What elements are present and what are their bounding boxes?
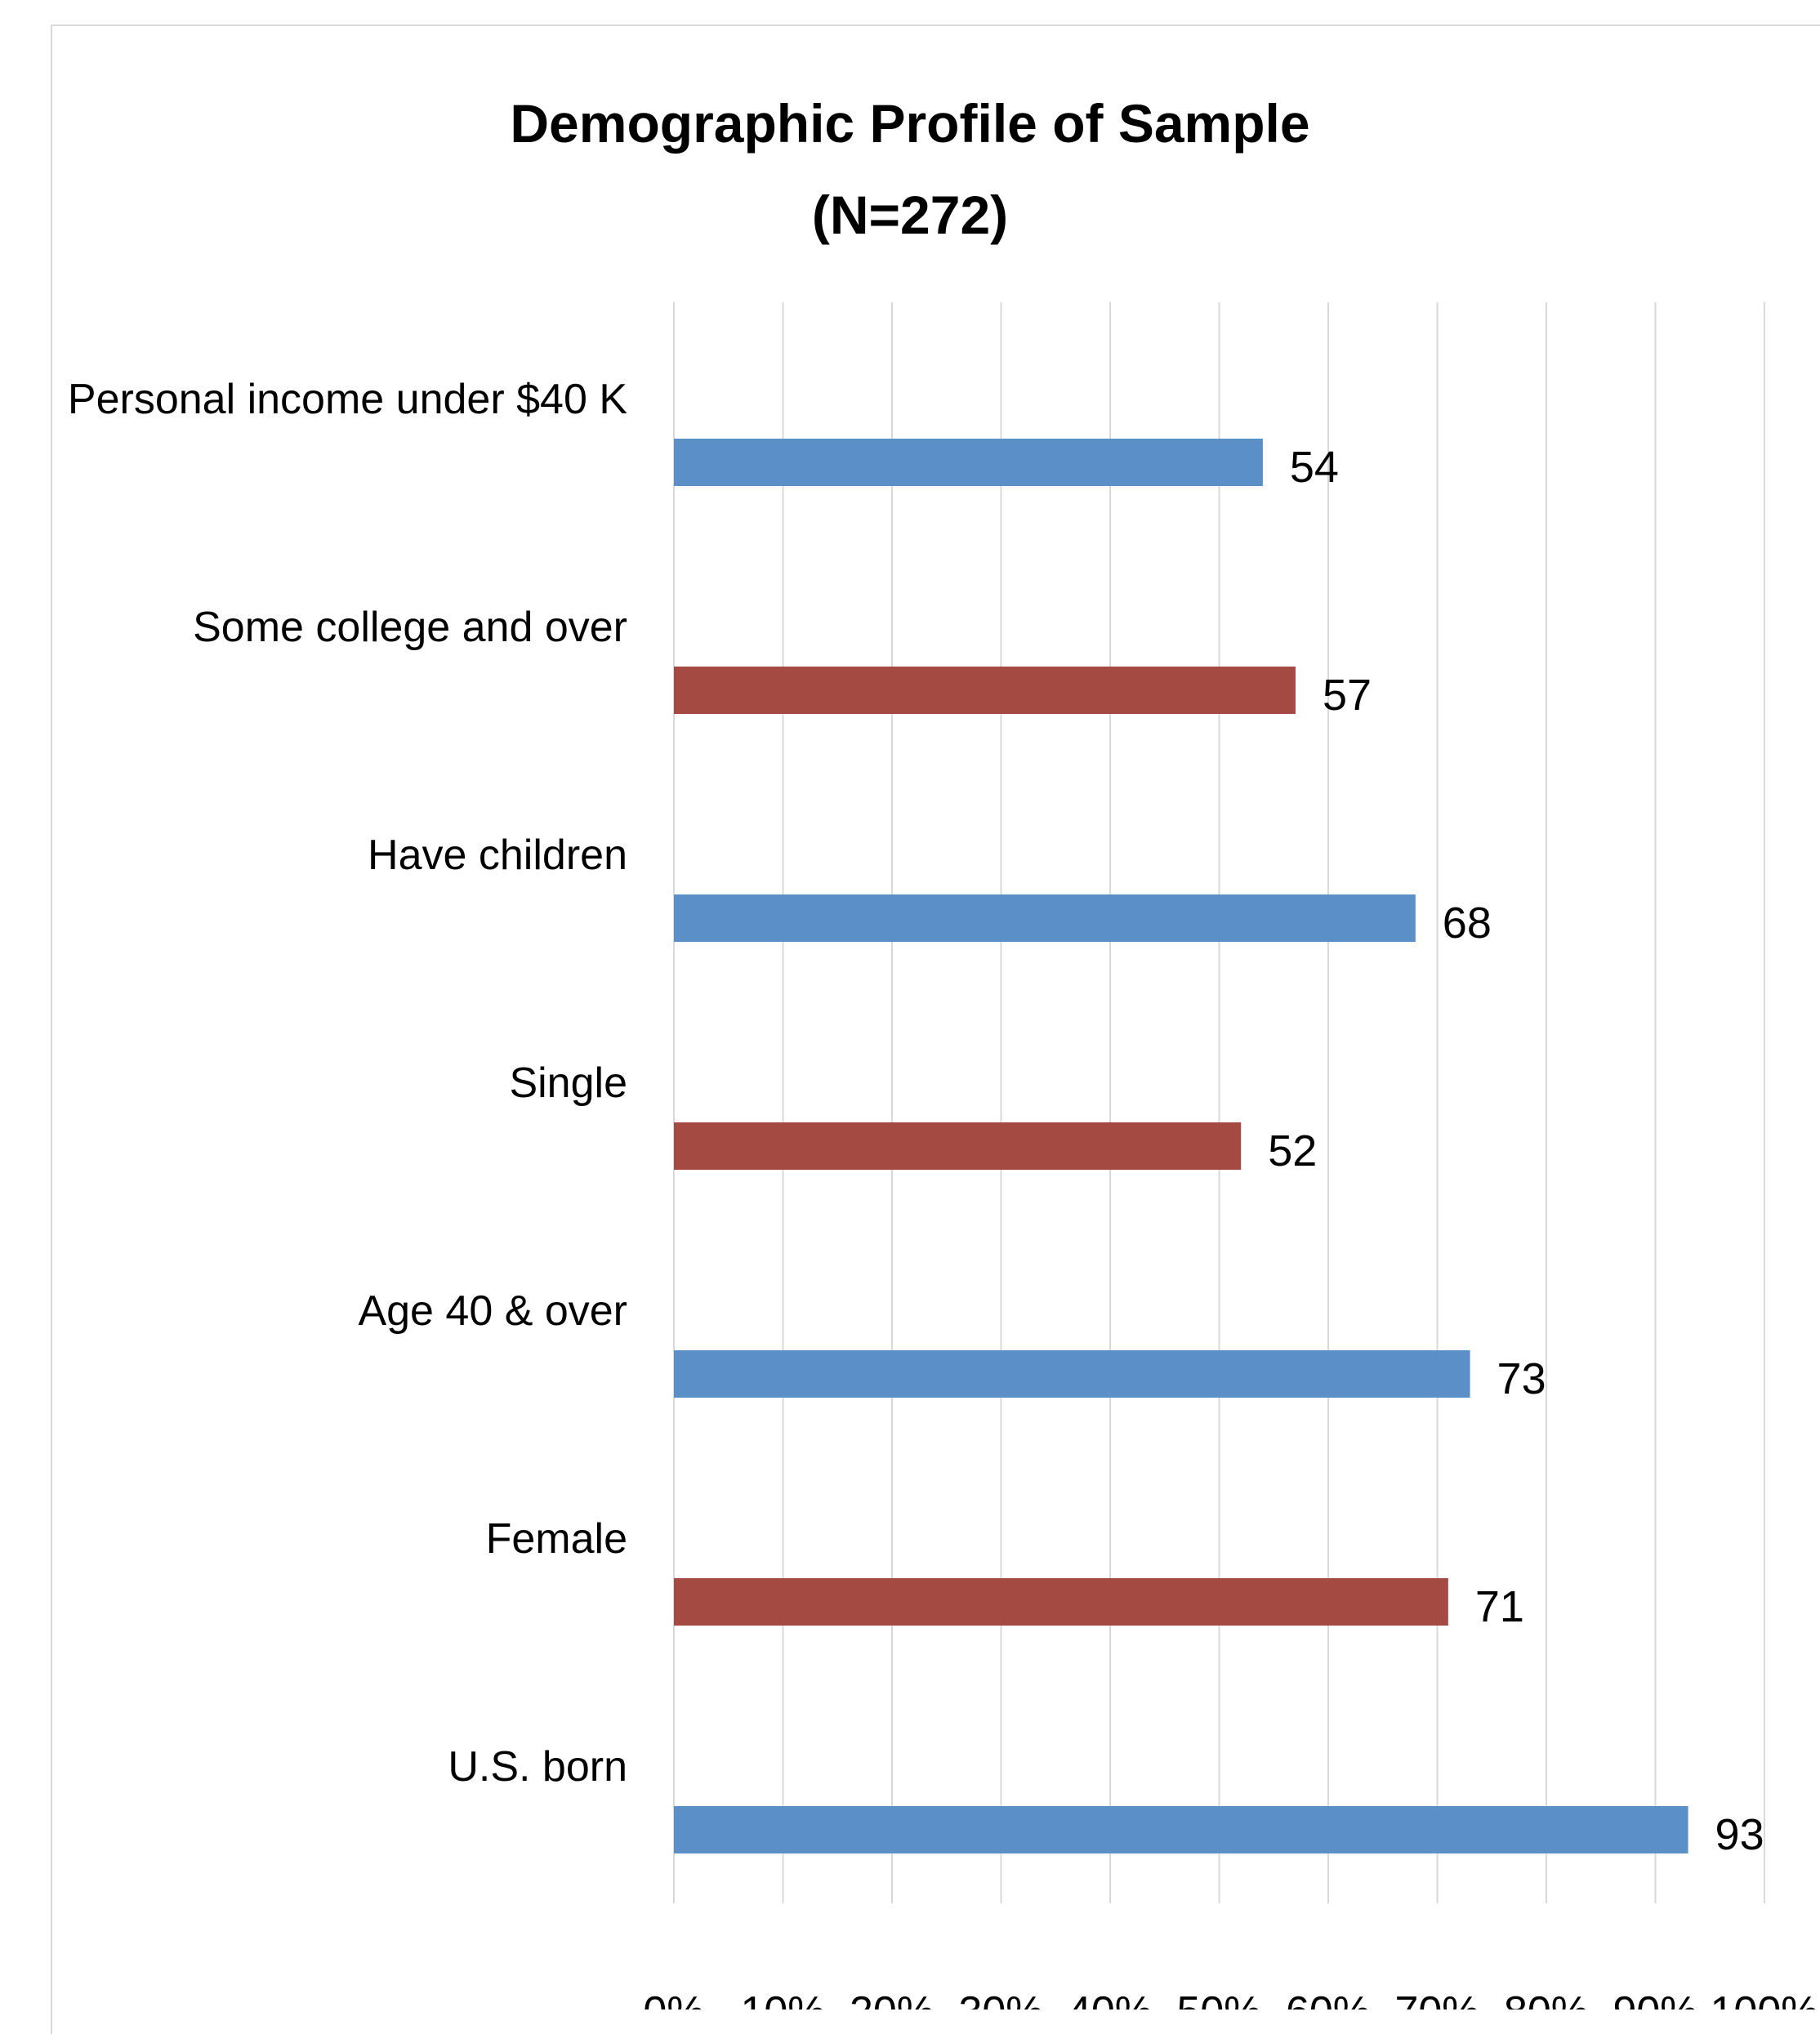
- chart-frame: [51, 25, 1820, 2034]
- bar-0: [674, 439, 1263, 486]
- x-tick-label-60: 60%: [1286, 1988, 1371, 2009]
- category-label-6: U.S. born: [448, 1743, 627, 1791]
- bar-6: [674, 1806, 1688, 1853]
- chart-title: Demographic Profile of Sample (N=272): [0, 78, 1820, 261]
- value-label-0: 54: [1290, 443, 1339, 492]
- value-label-3: 52: [1268, 1126, 1317, 1175]
- category-label-1: Some college and over: [193, 604, 627, 651]
- x-tick-label-90: 90%: [1613, 1988, 1697, 2009]
- category-label-4: Age 40 & over: [358, 1287, 627, 1335]
- x-tick-label-70: 70%: [1394, 1988, 1479, 2009]
- labels: 0% 10% 20% 30% 40% 50% 60% 70% 80% 90% 100% Persona…: [68, 376, 1819, 2009]
- x-tick-label-80: 80%: [1504, 1988, 1589, 2009]
- bar-2: [674, 894, 1416, 942]
- x-tick-label-40: 40%: [1068, 1988, 1153, 2009]
- category-label-2: Have children: [368, 832, 627, 879]
- value-label-1: 57: [1323, 671, 1372, 720]
- x-tick-label-20: 20%: [850, 1988, 935, 2009]
- bar-3: [674, 1122, 1242, 1170]
- value-label-4: 73: [1497, 1354, 1546, 1403]
- bars: [674, 439, 1688, 1853]
- category-label-0: Personal income under $40 K: [68, 376, 627, 423]
- x-tick-label-50: 50%: [1176, 1988, 1261, 2009]
- x-tick-label-10: 10%: [740, 1988, 825, 2009]
- chart-subtitle-line: (N=272): [811, 185, 1009, 245]
- x-tick-label-100: 100%: [1711, 1988, 1819, 2009]
- value-label-6: 93: [1715, 1810, 1764, 1859]
- x-tick-label-30: 30%: [958, 1988, 1043, 2009]
- bar-4: [674, 1350, 1470, 1398]
- bar-1: [674, 667, 1296, 714]
- bar-5: [674, 1578, 1448, 1626]
- x-tick-label-0: 0%: [643, 1988, 704, 2009]
- chart-title-line: Demographic Profile of Sample: [510, 93, 1310, 154]
- value-label-5: 71: [1475, 1582, 1524, 1631]
- value-label-2: 68: [1443, 899, 1492, 948]
- category-label-3: Single: [509, 1059, 627, 1107]
- gridlines: [673, 302, 1765, 1903]
- category-label-5: Female: [486, 1515, 627, 1563]
